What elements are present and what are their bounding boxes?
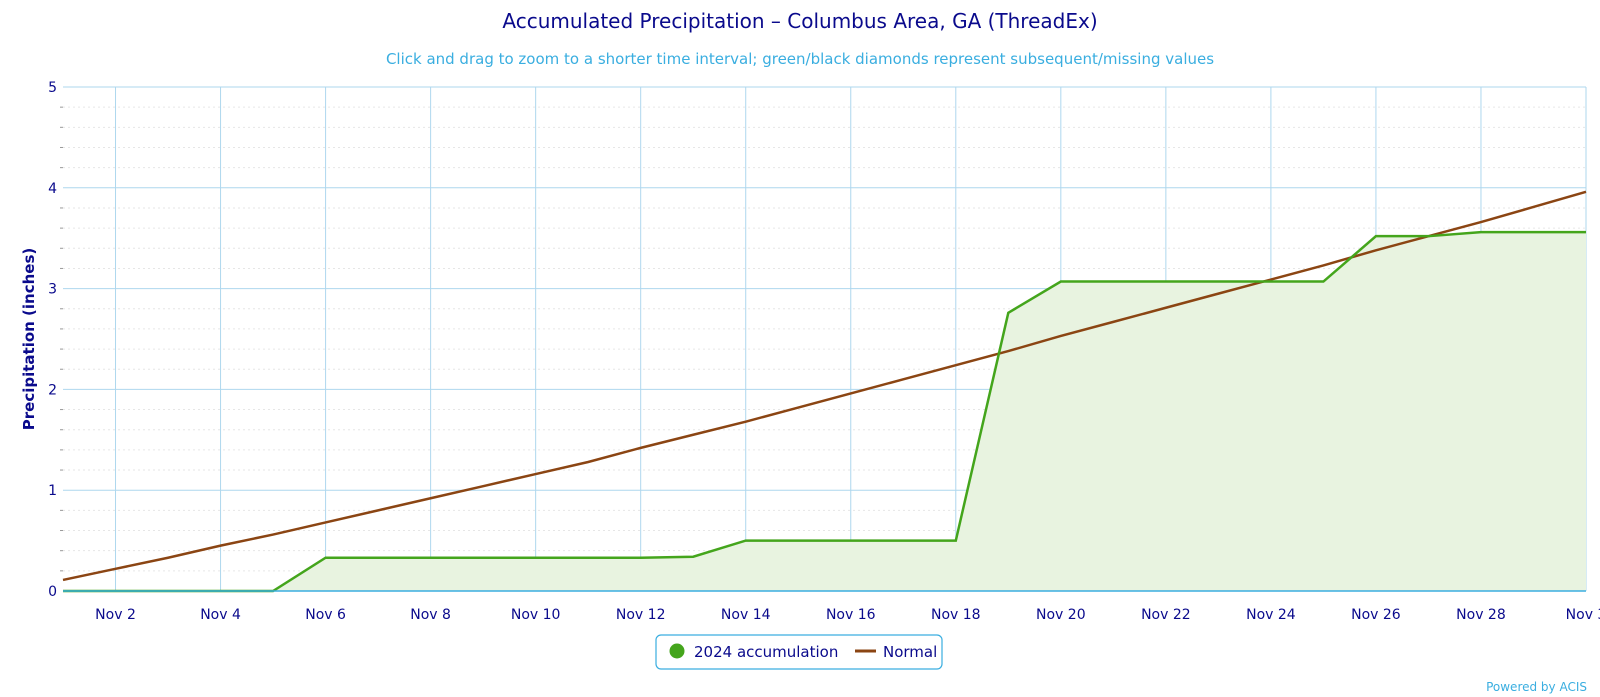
y-tick-label: 2 (48, 382, 57, 398)
x-tick-label: Nov 3 (1566, 607, 1600, 623)
x-tick-label: Nov 8 (410, 607, 451, 623)
x-axis-ticks: Nov 2 Nov 4 Nov 6 Nov 8 Nov 10 Nov 12 Nov 14 No… (95, 607, 1600, 623)
legend[interactable]: 2024 accumulation Normal (655, 634, 943, 670)
y-axis-label: Precipitation (inches) (20, 248, 38, 431)
x-tick-label: Nov 24 (1246, 607, 1296, 623)
x-tick-label: Nov 14 (721, 607, 771, 623)
series-normal-line[interactable] (62, 190, 1587, 582)
x-tick-label: Nov 20 (1036, 607, 1086, 623)
legend-marker-2024 (669, 643, 685, 659)
x-tick-label: Nov 16 (826, 607, 876, 623)
x-tick-label: Nov 12 (616, 607, 666, 623)
x-tick-label: Nov 22 (1141, 607, 1191, 623)
x-tick-label: Nov 4 (200, 607, 241, 623)
y-tick-label: 5 (48, 80, 57, 96)
legend-item-normal[interactable]: Normal (855, 643, 937, 661)
x-tick-label: Nov 18 (931, 607, 981, 623)
credit-link[interactable]: Powered by ACIS (1486, 680, 1587, 694)
series-2024-line[interactable] (63, 230, 1586, 593)
x-tick-label: Nov 28 (1456, 607, 1506, 623)
y-axis-ticks: 0 1 2 3 4 5 (48, 80, 57, 600)
legend-item-2024[interactable]: 2024 accumulation (669, 643, 839, 661)
y-tick-label: 3 (48, 282, 57, 298)
x-tick-label: Nov 2 (95, 607, 136, 623)
y-tick-label: 1 (48, 483, 57, 499)
y-tick-label: 0 (48, 584, 57, 600)
legend-box (655, 634, 943, 670)
legend-label-2024: 2024 accumulation (694, 643, 838, 661)
legend-label-normal: Normal (883, 643, 937, 661)
y-tick-label: 4 (48, 181, 57, 197)
chart-title: Accumulated Precipitation – Columbus Are… (502, 9, 1097, 33)
x-tick-label: Nov 26 (1351, 607, 1401, 623)
x-tick-label: Nov 6 (305, 607, 346, 623)
series-2024-area (63, 232, 1586, 592)
x-tick-label: Nov 10 (511, 607, 561, 623)
chart-subtitle: Click and drag to zoom to a shorter time… (386, 50, 1214, 68)
